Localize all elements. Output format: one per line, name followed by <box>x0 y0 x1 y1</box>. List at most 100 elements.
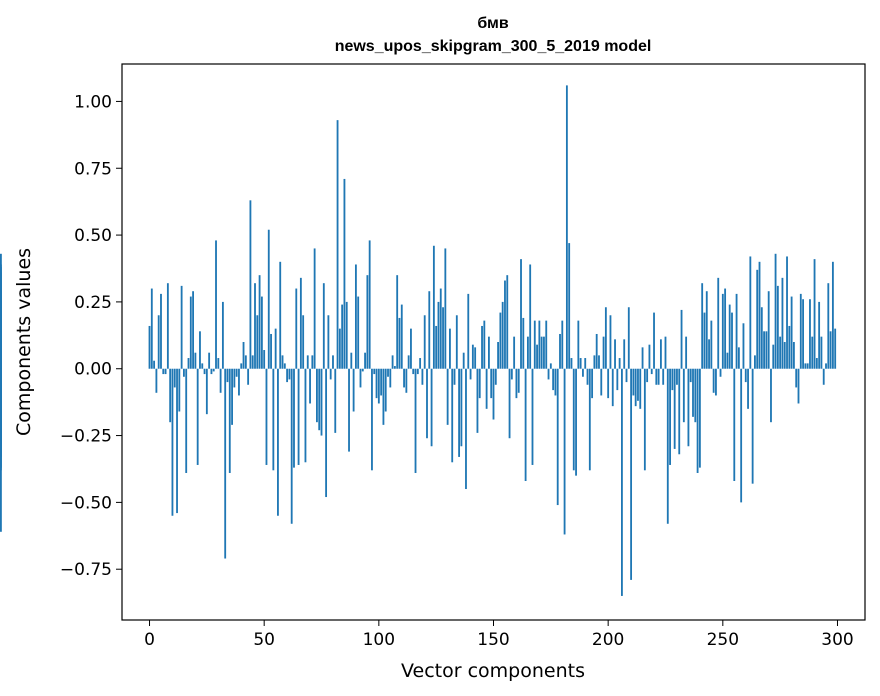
bar <box>715 368 717 396</box>
bar <box>366 275 369 369</box>
bar <box>799 293 802 369</box>
y-tick-label: −0.50 <box>60 493 112 513</box>
bar <box>533 320 536 369</box>
bar <box>279 261 282 369</box>
bar <box>183 368 185 377</box>
bar <box>483 320 486 369</box>
bar <box>398 317 401 369</box>
bar <box>377 368 380 404</box>
bar <box>586 368 589 385</box>
bar <box>208 352 211 369</box>
bar <box>224 368 227 559</box>
bar <box>621 368 623 596</box>
bar <box>666 368 669 524</box>
bar <box>311 355 314 369</box>
bar <box>293 368 295 468</box>
bar <box>364 352 366 369</box>
bar <box>641 347 644 369</box>
bar <box>653 312 655 369</box>
bar <box>432 245 435 369</box>
bar <box>251 355 254 369</box>
bar <box>499 312 502 369</box>
bar <box>387 368 389 377</box>
bar <box>267 229 270 369</box>
bar <box>618 358 621 369</box>
bar <box>696 368 699 473</box>
bar <box>770 368 772 423</box>
bar <box>584 358 587 369</box>
bar <box>238 368 240 396</box>
bar <box>490 368 493 399</box>
bar <box>804 363 807 369</box>
bar <box>221 301 224 369</box>
bar <box>419 358 422 369</box>
bar <box>524 368 527 481</box>
bar <box>809 299 811 369</box>
y-tick-label: 0.00 <box>74 360 112 380</box>
bar <box>416 368 419 375</box>
bar <box>643 368 646 471</box>
bar <box>460 368 463 447</box>
bar <box>302 315 305 369</box>
bar <box>694 368 697 423</box>
bar <box>313 248 316 369</box>
bar <box>559 333 561 369</box>
bar <box>765 331 768 369</box>
bar <box>0 368 2 441</box>
bar <box>701 283 704 369</box>
bar <box>263 350 266 369</box>
bar <box>827 283 830 369</box>
y-tick-label: 0.50 <box>74 226 112 246</box>
bar <box>517 368 520 393</box>
bar <box>455 315 458 369</box>
bar <box>354 264 357 369</box>
bar <box>742 323 745 369</box>
bar <box>508 368 511 439</box>
bar <box>751 368 754 484</box>
bar <box>384 368 387 412</box>
bar <box>680 309 683 369</box>
bar <box>529 264 532 369</box>
bar <box>510 368 513 380</box>
bar <box>286 368 289 383</box>
bar <box>471 344 474 369</box>
bar <box>703 312 706 369</box>
bar <box>646 368 649 383</box>
bar <box>375 368 378 399</box>
bar <box>240 363 243 369</box>
bar <box>435 325 438 369</box>
y-tick-label: −0.25 <box>60 427 112 447</box>
bar <box>520 259 522 369</box>
bar <box>650 368 653 375</box>
bar <box>728 304 731 369</box>
bar <box>403 368 405 388</box>
bar <box>396 275 399 369</box>
bar <box>244 355 247 369</box>
bar <box>437 301 440 369</box>
bar <box>405 368 408 393</box>
bar <box>747 368 749 409</box>
bar <box>382 368 385 425</box>
bar <box>790 296 793 369</box>
bar <box>423 315 426 369</box>
bar <box>169 368 172 423</box>
bar <box>506 275 509 369</box>
bar <box>201 363 204 369</box>
bar <box>531 368 534 465</box>
x-axis-ticks: 0 50 100 150 200 250 300 <box>144 620 854 650</box>
bar <box>815 358 818 369</box>
bar <box>744 368 747 383</box>
bar <box>265 368 268 465</box>
bar <box>350 352 353 369</box>
bar <box>600 368 603 396</box>
bar <box>735 293 738 369</box>
bar <box>176 368 178 514</box>
bar <box>662 368 665 385</box>
bar <box>834 328 837 369</box>
bar <box>763 331 766 369</box>
bar <box>758 261 761 369</box>
y-axis-label: Components values <box>13 248 35 436</box>
bar <box>368 240 371 369</box>
bar <box>345 301 348 369</box>
bar <box>299 277 302 369</box>
